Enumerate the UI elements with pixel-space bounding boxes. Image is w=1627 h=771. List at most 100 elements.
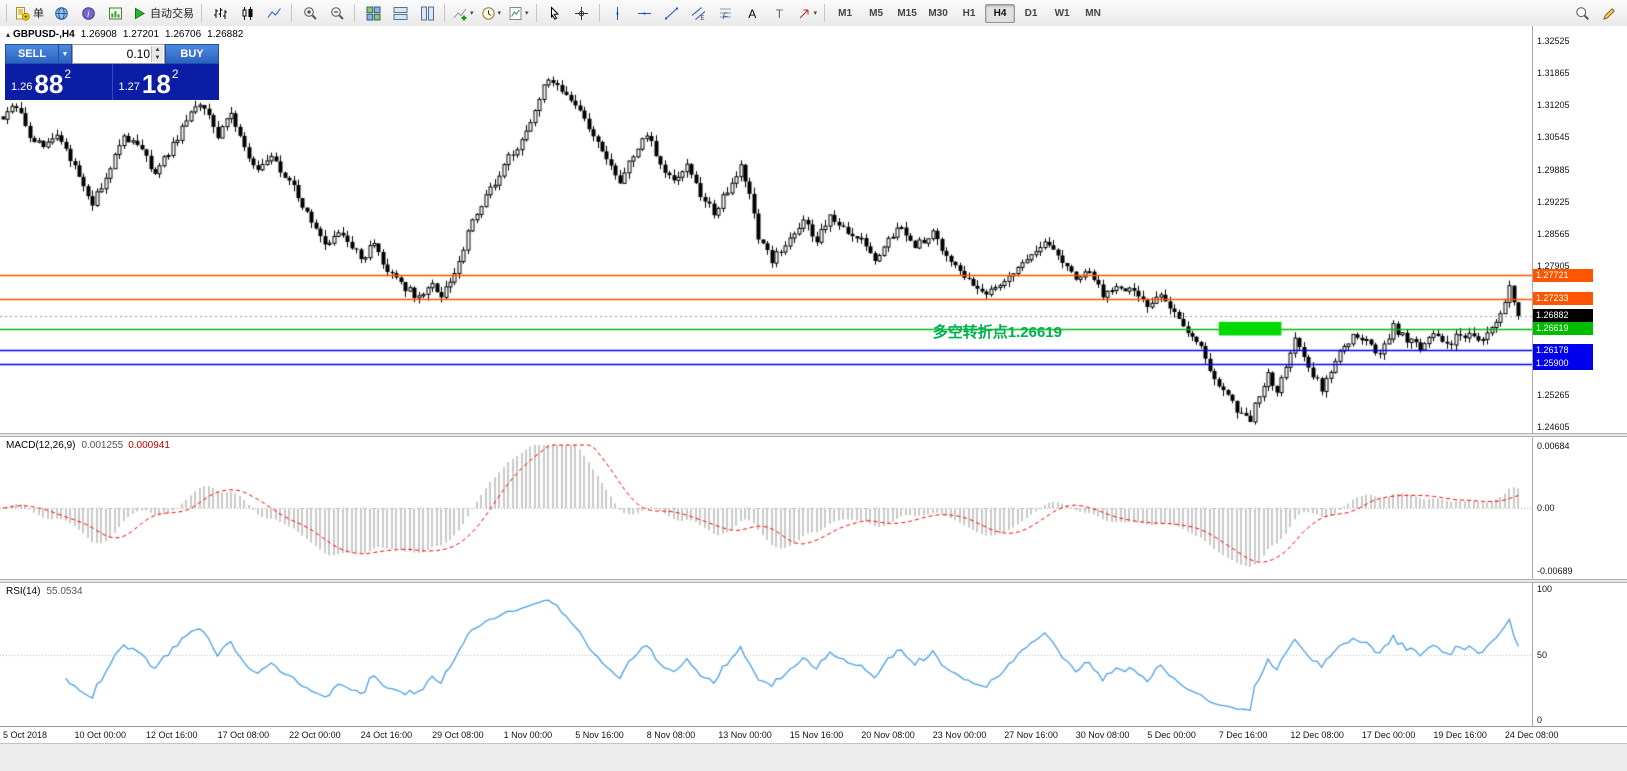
buy-price-prefix: 1.27 xyxy=(118,81,140,93)
timeframe-h1-button[interactable]: H1 xyxy=(962,8,976,19)
fibonacci-retracement-button[interactable]: F xyxy=(713,2,739,24)
indicators-button[interactable]: ▾ xyxy=(450,2,477,24)
trendline-button[interactable] xyxy=(659,2,685,24)
toolbar-separator xyxy=(824,4,826,22)
data-window-button[interactable]: i xyxy=(75,2,101,24)
open-value: 1.26908 xyxy=(80,29,117,40)
toolbar: 单 i 自动交易 ▾ ▾ ▾ E F A T ▾ M1 M5 M15 M30 H1 H4 D1 W1 MN xyxy=(0,0,1627,27)
time-tick-label: 5 Oct 2018 xyxy=(3,730,48,740)
macd-panel: 0.00684 0.00 -0.00689 MACD(12,26,9) 0.00125… xyxy=(0,437,1627,579)
timeframe-mn-button[interactable]: MN xyxy=(1085,8,1101,19)
dropdown-caret-icon: ▾ xyxy=(813,10,818,17)
pivot-annotation-text[interactable]: 多空转折点1.26619 xyxy=(932,323,1062,341)
timeframe-h4-button[interactable]: H4 xyxy=(985,4,1016,23)
crosshair-button[interactable] xyxy=(569,2,595,24)
cursor-icon xyxy=(547,5,562,21)
spinner-up-icon[interactable]: ▲ xyxy=(154,47,161,53)
search-icon xyxy=(1575,6,1590,21)
spinner-down-icon[interactable]: ▼ xyxy=(154,55,161,61)
timeframe-w1-button[interactable]: W1 xyxy=(1054,8,1070,19)
volume-spinner[interactable]: ▲ ▼ xyxy=(151,46,163,62)
timeframe-m15-button[interactable]: M15 xyxy=(897,8,917,19)
periods-button[interactable]: ▾ xyxy=(478,2,505,24)
rsi-tick-label: 100 xyxy=(1537,584,1553,594)
tile-vertical-icon xyxy=(420,6,435,21)
equidistant-channel-button[interactable]: E xyxy=(686,2,712,24)
buy-button[interactable]: BUY xyxy=(165,44,219,64)
chart-ohlc-header: ▴ GBPUSD-,H4 1.26908 1.27201 1.26706 1.26882 xyxy=(6,29,243,40)
svg-text:i: i xyxy=(87,8,90,18)
horizontal-line-button[interactable] xyxy=(632,2,658,24)
macd-main-value: 0.001255 xyxy=(81,440,124,451)
sell-button[interactable]: SELL xyxy=(5,44,59,64)
macd-scale[interactable]: 0.00684 0.00 -0.00689 xyxy=(1532,437,1627,579)
auto-arrange-button[interactable] xyxy=(360,2,386,24)
price-level-tag: 1.26882 xyxy=(1533,309,1593,323)
timeframe-m5-button[interactable]: M5 xyxy=(869,8,884,19)
macd-canvas[interactable] xyxy=(0,437,1532,579)
candlestick-chart-button[interactable] xyxy=(234,2,260,24)
template-chart-icon xyxy=(508,6,523,21)
period-clock-icon xyxy=(481,6,496,21)
rsi-scale[interactable]: 100 50 0 xyxy=(1532,583,1627,726)
text-button[interactable]: A xyxy=(740,2,766,24)
rsi-canvas[interactable] xyxy=(0,583,1532,726)
macd-label: MACD(12,26,9) xyxy=(6,440,76,451)
vertical-line-icon xyxy=(610,6,625,21)
templates-button[interactable]: ▾ xyxy=(505,2,532,24)
collapse-triangle-icon[interactable]: ▴ xyxy=(6,30,11,39)
zoom-out-icon xyxy=(330,6,345,21)
buy-price-display[interactable]: 1.27 18 2 xyxy=(113,64,220,100)
time-axis[interactable]: 5 Oct 2018 10 Oct 00:00 12 Oct 16:00 17 Oct… xyxy=(0,726,1627,743)
time-tick-label: 20 Nov 08:00 xyxy=(861,730,915,740)
new-order-icon xyxy=(15,6,30,21)
search-button[interactable] xyxy=(1569,2,1595,24)
autotrading-button-label: 自动交易 xyxy=(150,8,194,20)
one-click-trading-widget: SELL ▼ 0.10 ▲ ▼ BUY 1.26 88 2 1.27 18 2 xyxy=(5,44,219,100)
market-watch-button[interactable] xyxy=(102,2,128,24)
timeframe-m1-button[interactable]: M1 xyxy=(838,8,853,19)
new-order-button[interactable]: 单 xyxy=(12,2,47,24)
low-value: 1.26706 xyxy=(165,29,202,40)
price-tick-label: 1.28565 xyxy=(1537,228,1570,239)
time-tick-label: 8 Nov 08:00 xyxy=(646,730,696,740)
rsi-value: 55.0534 xyxy=(46,586,83,597)
text-label-button[interactable]: T xyxy=(767,2,793,24)
timeframe-m30-button[interactable]: M30 xyxy=(928,8,948,19)
price-chart-canvas[interactable] xyxy=(0,26,1532,432)
time-tick-label: 13 Nov 00:00 xyxy=(718,730,772,740)
quick-edit-button[interactable] xyxy=(1596,2,1622,24)
line-chart-button[interactable] xyxy=(261,2,287,24)
volume-input[interactable]: 0.10 ▲ ▼ xyxy=(72,44,165,64)
vertical-line-button[interactable] xyxy=(605,2,631,24)
price-scale[interactable]: 1.32525 1.31865 1.31205 1.30545 1.29885 1.292… xyxy=(1532,26,1627,433)
charts-button[interactable] xyxy=(48,2,74,24)
time-tick-label: 7 Dec 16:00 xyxy=(1218,730,1268,740)
price-tick-label: 1.31205 xyxy=(1537,100,1570,111)
high-value: 1.27201 xyxy=(122,29,160,40)
autotrading-button[interactable]: 自动交易 xyxy=(129,2,197,24)
symbol-period-label: GBPUSD-,H4 xyxy=(13,29,75,40)
toolbar-separator xyxy=(291,4,292,22)
time-tick-label: 22 Oct 00:00 xyxy=(289,730,341,740)
dropdown-caret-icon: ▾ xyxy=(497,10,502,17)
arrows-button[interactable]: ▾ xyxy=(794,2,821,24)
panel-splitter[interactable] xyxy=(0,433,1627,437)
horizontal-line-icon xyxy=(637,6,652,21)
order-options-dropdown[interactable]: ▼ xyxy=(59,44,72,64)
zoom-in-button[interactable] xyxy=(297,2,323,24)
cursor-button[interactable] xyxy=(542,2,568,24)
panel-splitter[interactable] xyxy=(0,579,1627,583)
macd-tick-label: 0.00684 xyxy=(1537,440,1570,451)
zoom-out-button[interactable] xyxy=(324,2,350,24)
timeframe-d1-button[interactable]: D1 xyxy=(1024,8,1038,19)
tile-horizontal-icon xyxy=(393,6,408,21)
tile-vertically-button[interactable] xyxy=(414,2,440,24)
time-tick-label: 5 Dec 00:00 xyxy=(1147,730,1196,740)
time-tick-label: 1 Nov 00:00 xyxy=(503,730,553,740)
candles-icon xyxy=(240,6,255,21)
bar-chart-button[interactable] xyxy=(207,2,233,24)
tile-horizontally-button[interactable] xyxy=(387,2,413,24)
sell-price-display[interactable]: 1.26 88 2 xyxy=(5,64,112,100)
toolbar-buttons: 单 i 自动交易 ▾ ▾ ▾ E F A T ▾ M1 M5 M15 M30 H1 H4 D1 W1 MN xyxy=(0,0,1108,26)
